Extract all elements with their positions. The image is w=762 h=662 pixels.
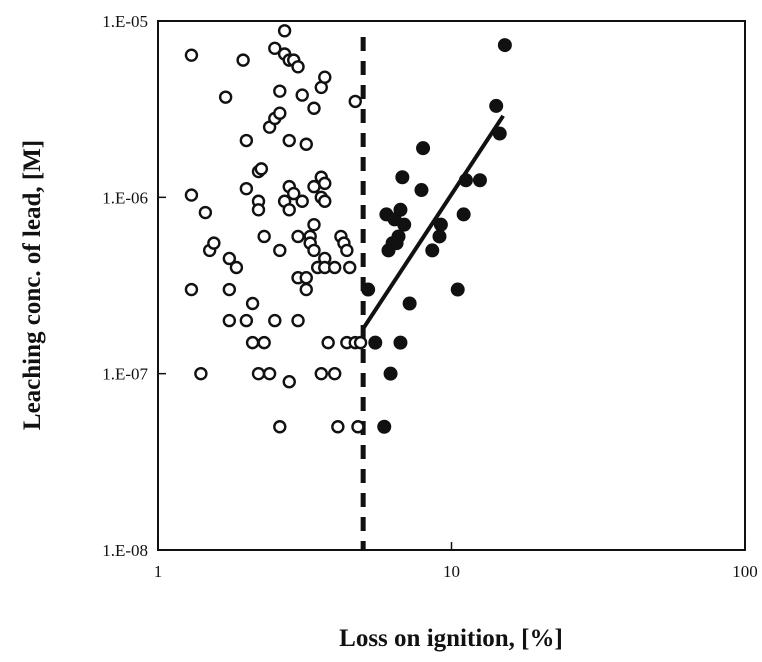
open-data-point <box>331 420 345 434</box>
open-data-point <box>318 194 332 208</box>
open-data-point <box>291 313 305 328</box>
open-data-point <box>273 106 287 120</box>
open-data-point <box>287 186 301 201</box>
open-data-point <box>245 296 260 311</box>
filled-data-point <box>395 170 410 185</box>
open-data-point <box>273 243 287 258</box>
plot-frame <box>157 20 746 551</box>
filled-data-point <box>425 243 440 258</box>
open-data-point <box>321 335 335 350</box>
open-data-point <box>239 133 254 148</box>
open-data-point <box>353 335 368 350</box>
open-data-point <box>348 94 362 109</box>
open-data-point <box>207 236 221 250</box>
filled-data-point <box>432 229 447 244</box>
open-data-point <box>194 366 208 381</box>
open-data-point <box>282 133 296 148</box>
trend-line <box>361 114 505 330</box>
y-axis-title: Leaching conc. of lead, [M] <box>19 140 46 430</box>
open-data-point <box>268 41 282 56</box>
open-data-point <box>299 137 313 151</box>
filled-data-point <box>414 183 429 198</box>
open-data-point <box>184 282 199 297</box>
open-data-point <box>340 243 354 258</box>
open-data-point <box>239 313 254 328</box>
open-data-point <box>222 251 237 266</box>
x-tick-label: 1 <box>154 562 163 581</box>
open-data-point <box>184 48 199 62</box>
open-data-point <box>351 420 365 434</box>
open-data-point <box>295 194 309 208</box>
open-data-point <box>295 88 309 102</box>
filled-data-point <box>433 217 448 232</box>
open-data-point <box>262 366 277 381</box>
open-data-point <box>318 176 332 191</box>
filled-data-point <box>383 366 398 381</box>
open-data-point <box>268 313 282 328</box>
y-tick-label: 1.E-06 <box>102 188 148 207</box>
x-axis-ticks: 1 10 100 <box>154 542 758 581</box>
open-data-point <box>254 162 269 176</box>
open-data-point <box>236 53 250 67</box>
open-data-point <box>328 260 342 275</box>
open-data-point <box>222 282 237 297</box>
open-data-point <box>282 375 296 389</box>
plot-marks <box>184 24 512 550</box>
y-tick-label: 1.E-05 <box>102 12 148 31</box>
y-tick-label: 1.E-08 <box>102 541 148 560</box>
filled-data-point <box>497 38 512 53</box>
open-data-point <box>257 335 271 350</box>
x-tick-label: 100 <box>732 562 758 581</box>
filled-data-point <box>368 335 383 350</box>
open-data-point <box>343 260 357 275</box>
filled-data-point <box>393 202 408 217</box>
open-data-point <box>299 271 313 285</box>
open-data-point <box>328 366 342 381</box>
filled-data-point <box>397 217 412 232</box>
filled-data-point <box>402 296 417 311</box>
filled-data-point <box>489 98 504 113</box>
open-data-point <box>291 60 305 74</box>
filled-data-point <box>361 282 376 297</box>
filled-data-point <box>416 141 431 156</box>
filled-data-point <box>492 126 507 141</box>
filled-data-point <box>393 335 408 350</box>
open-data-point <box>245 335 260 350</box>
open-data-point <box>251 203 266 217</box>
filled-data-point <box>377 419 392 434</box>
y-axis-ticks: 1.E-08 1.E-07 1.E-06 1.E-05 <box>102 12 166 560</box>
x-tick-label: 10 <box>443 562 460 581</box>
open-data-point <box>273 84 287 98</box>
filled-data-point <box>391 229 406 244</box>
open-data-point <box>273 420 287 434</box>
filled-data-point <box>472 173 487 188</box>
y-tick-label: 1.E-07 <box>102 365 148 384</box>
open-data-point <box>277 24 292 38</box>
open-data-point <box>307 243 321 258</box>
open-data-point <box>314 366 328 381</box>
open-data-point <box>291 229 305 244</box>
open-data-point <box>218 90 233 104</box>
open-data-point <box>229 260 244 275</box>
filled-data-point <box>450 282 465 297</box>
x-axis-title: Loss on ignition, [%] <box>339 625 563 652</box>
open-data-point <box>239 181 254 196</box>
open-data-point <box>307 217 321 232</box>
open-data-point <box>318 70 332 84</box>
open-data-point <box>184 188 199 202</box>
filled-data-point <box>456 207 471 222</box>
open-data-point <box>251 366 266 381</box>
open-data-point <box>198 205 213 220</box>
filled-data-point <box>458 173 473 188</box>
open-data-point <box>257 229 271 244</box>
open-data-point <box>222 313 237 328</box>
open-data-point <box>282 203 296 217</box>
open-data-point <box>307 101 321 115</box>
open-data-point <box>299 282 313 297</box>
